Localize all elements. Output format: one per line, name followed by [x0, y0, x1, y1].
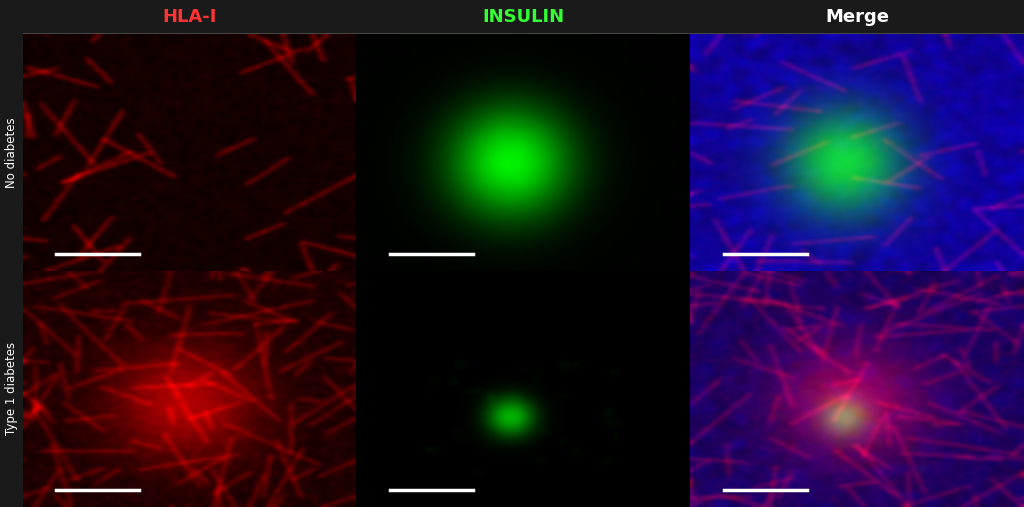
- Text: Type 1 diabetes: Type 1 diabetes: [5, 342, 17, 436]
- Text: No diabetes: No diabetes: [5, 117, 17, 188]
- Text: Merge: Merge: [825, 8, 889, 26]
- Text: HLA-I: HLA-I: [162, 8, 217, 26]
- Text: INSULIN: INSULIN: [482, 8, 564, 26]
